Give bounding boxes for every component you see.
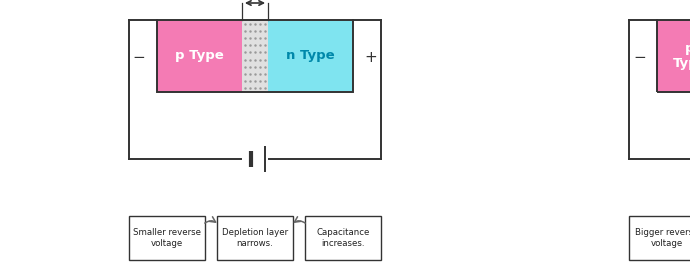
Text: Bigger reverse
voltage: Bigger reverse voltage	[635, 228, 690, 248]
Text: p
Type: p Type	[673, 42, 690, 70]
Text: −: −	[633, 50, 646, 65]
Text: Capacitance
increases.: Capacitance increases.	[317, 228, 370, 248]
Bar	[658, 20, 690, 92]
Text: Depletion layer
narrows.: Depletion layer narrows.	[222, 228, 288, 248]
Bar	[268, 20, 353, 92]
Text: −: −	[132, 50, 146, 65]
FancyBboxPatch shape	[217, 216, 293, 260]
FancyBboxPatch shape	[129, 216, 205, 260]
FancyBboxPatch shape	[306, 216, 381, 260]
FancyBboxPatch shape	[629, 216, 690, 260]
Bar	[242, 20, 268, 92]
Text: p Type: p Type	[175, 50, 224, 63]
Bar	[157, 20, 242, 92]
Text: n Type: n Type	[286, 50, 335, 63]
Text: Smaller reverse
voltage: Smaller reverse voltage	[132, 228, 201, 248]
Bar	[658, 20, 690, 92]
Bar	[157, 20, 353, 92]
Text: +: +	[364, 50, 377, 65]
